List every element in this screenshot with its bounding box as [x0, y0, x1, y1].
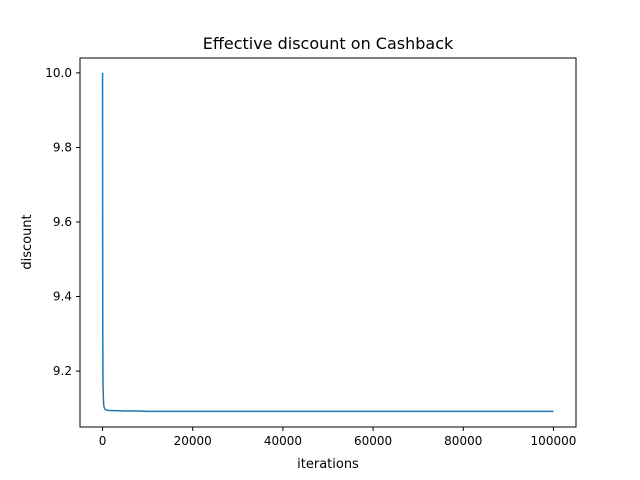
y-tick-label: 10.0 [45, 66, 72, 80]
series-layer [101, 72, 554, 413]
plot-area [80, 58, 576, 427]
x-tick-label: 80000 [444, 434, 482, 448]
x-tick-label: 40000 [264, 434, 302, 448]
y-tick-label: 9.2 [53, 364, 72, 378]
y-tick-label: 9.8 [53, 140, 72, 154]
x-tick-label: 60000 [354, 434, 392, 448]
y-axis-label: discount [20, 214, 35, 269]
x-tick-label: 0 [99, 434, 107, 448]
x-tick-label: 100000 [531, 434, 577, 448]
y-tick-label: 9.6 [53, 215, 72, 229]
y-axis: 9.2 9.4 9.6 9.8 10.0 [45, 66, 80, 378]
series-line [101, 72, 554, 413]
x-axis-label: iterations [297, 457, 359, 472]
x-tick-label: 20000 [174, 434, 212, 448]
chart-title: Effective discount on Cashback [203, 34, 454, 53]
plot-frame [79, 57, 577, 428]
y-tick-label: 9.4 [53, 290, 72, 304]
x-axis: 0 20000 40000 60000 80000 100000 [99, 427, 577, 448]
